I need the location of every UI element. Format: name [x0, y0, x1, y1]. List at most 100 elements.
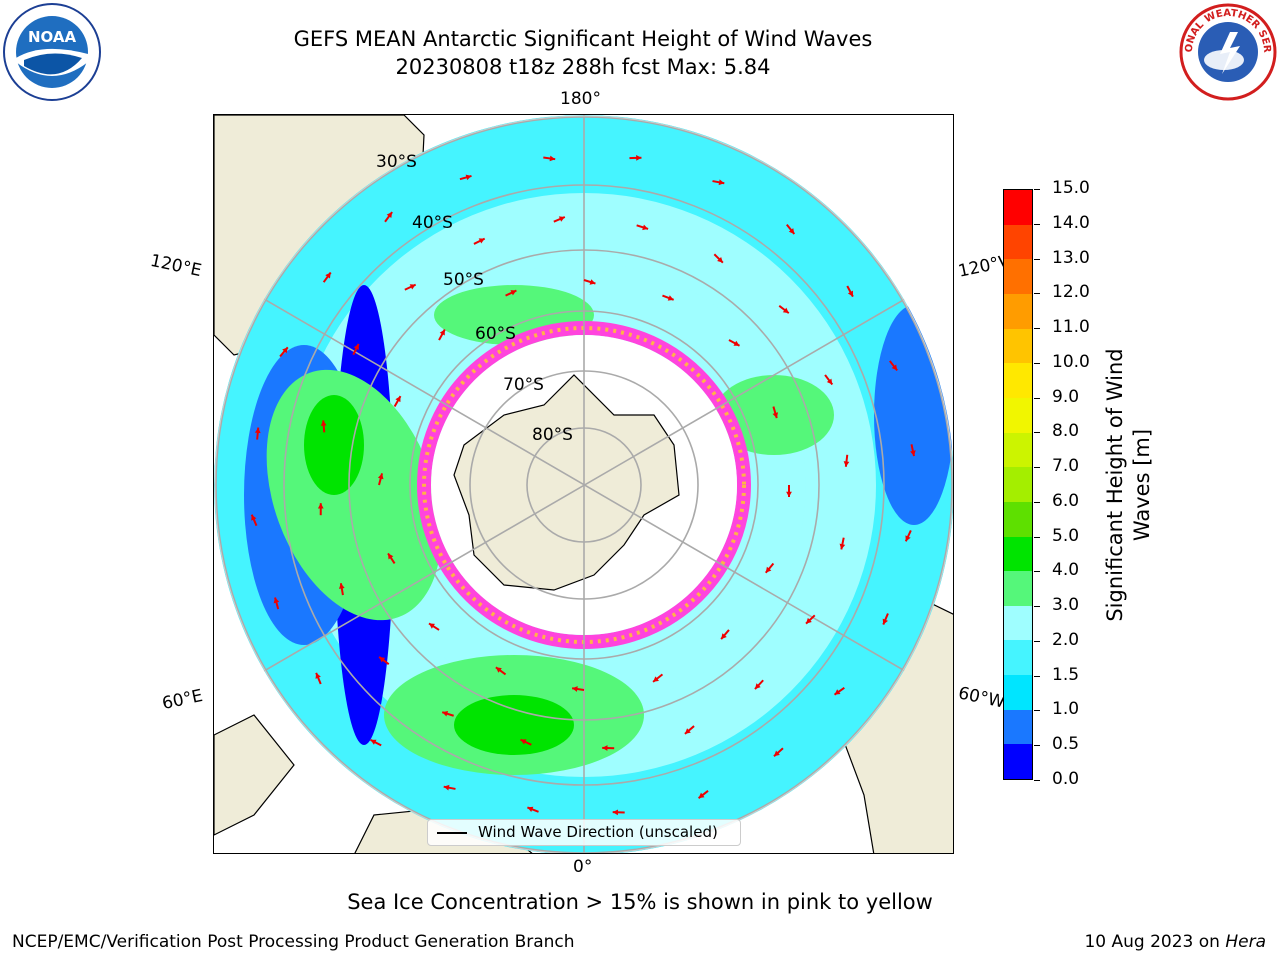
wind-arrow-head [254, 427, 261, 434]
lon-label-60e: 60°E [160, 685, 205, 715]
wind-arrow-head [465, 174, 472, 181]
colorbar-tick [1034, 258, 1040, 260]
colorbar-segment [1004, 432, 1032, 468]
wind-arrow-head [589, 279, 596, 285]
wind-arrow-head [826, 378, 833, 385]
lon-label-0: 0° [573, 857, 593, 877]
wind-arrow-head [370, 739, 377, 745]
colorbar-tick [1034, 397, 1040, 399]
wind-arrow-head [667, 295, 674, 301]
colorbar-tick-label: 0.0 [1052, 769, 1080, 789]
colorbar-tick-label: 1.0 [1052, 699, 1080, 720]
colorbar-tick [1034, 223, 1040, 225]
colorbar-segment [1004, 328, 1032, 364]
wind-arrow-head [282, 347, 288, 354]
colorbar-segment [1004, 190, 1032, 225]
wind-arrow-head [786, 491, 792, 497]
wind-arrow-head [251, 514, 257, 521]
wind-arrow-head [442, 710, 449, 717]
colorbar-tick [1034, 780, 1040, 781]
colorbar-tick [1034, 501, 1040, 503]
wind-arrow-head [395, 396, 401, 403]
landmass [214, 714, 295, 836]
wind-arrow-head [273, 597, 280, 604]
colorbar-tick [1034, 362, 1040, 364]
colorbar-segment [1004, 640, 1032, 676]
colorbar-tick [1034, 293, 1040, 295]
wind-arrow-head [684, 728, 691, 734]
legend-label: Wind Wave Direction (unscaled) [478, 823, 718, 841]
colorbar-segment [1004, 605, 1032, 641]
colorbar-segment [1004, 224, 1032, 260]
colorbar-tick-label: 9.0 [1052, 386, 1080, 407]
sea-ice-footnote: Sea Ice Concentration > 15% is shown in … [347, 890, 933, 914]
colorbar-tick [1034, 571, 1040, 573]
wind-arrow-head [409, 284, 416, 290]
colorbar-tick [1034, 536, 1040, 538]
wind-arrow-head [388, 553, 394, 560]
colorbar-tick-label: 11.0 [1052, 317, 1090, 338]
lat-label-60s: 60°S [475, 324, 516, 344]
wind-arrow-head [527, 806, 534, 813]
credit-date-text: 10 Aug 2023 on [1084, 932, 1220, 952]
colorbar-segment [1004, 467, 1032, 502]
map-canvas [214, 115, 953, 853]
wind-arrow-head [317, 503, 324, 509]
legend-line-sample [437, 832, 467, 834]
wind-arrow-head [754, 683, 761, 690]
lat-label-80s: 80°S [532, 425, 573, 445]
wind-arrow-head [379, 656, 386, 663]
wind-arrow-head [602, 745, 608, 751]
colorbar-tick-label: 2.0 [1052, 629, 1080, 650]
colorbar-segment [1004, 675, 1032, 710]
wind-arrow-head [443, 784, 450, 791]
wind-arrow-head [905, 535, 911, 542]
colorbar-tick [1034, 328, 1040, 330]
colorbar-tick [1034, 606, 1040, 608]
colorbar-segment [1004, 744, 1032, 779]
colorbar-tick [1034, 189, 1040, 190]
colorbar-tick-label: 0.5 [1052, 734, 1080, 755]
wind-arrow-head [788, 228, 795, 235]
credit-host: Hera [1225, 932, 1266, 952]
wind-arrow-head [520, 739, 527, 745]
colorbar-tick-label: 4.0 [1052, 560, 1080, 581]
wind-arrow-head [386, 212, 393, 218]
lat-label-40s: 40°S [412, 213, 453, 233]
wind-arrow-head [636, 155, 642, 161]
colorbar-segment [1004, 501, 1032, 537]
wind-arrow-head [891, 364, 898, 371]
chart-title: GEFS MEAN Antarctic Significant Height o… [293, 27, 873, 51]
wind-arrow-head [572, 686, 578, 692]
wind-arrow-head [782, 307, 789, 314]
wind-arrow-head [642, 224, 649, 231]
wind-arrow-head [806, 617, 812, 624]
wind-arrow-head [478, 238, 485, 244]
wind-arrow-head [377, 473, 384, 480]
colorbar-tick [1034, 640, 1040, 642]
chart-subtitle: 20230808 t18z 288h fcst Max: 5.84 [395, 55, 771, 79]
wind-arrow-head [558, 216, 565, 222]
wind-arrow-head [772, 412, 779, 419]
wind-arrow-head [847, 290, 853, 297]
wind-arrow-head [773, 750, 780, 757]
colorbar-tick-label: 10.0 [1052, 351, 1090, 372]
colorbar-segment [1004, 363, 1032, 398]
credit-date: 10 Aug 2023 on Hera [1084, 932, 1266, 952]
wind-arrow-head [549, 155, 556, 162]
colorbar-segment [1004, 397, 1032, 433]
colorbar-tick [1034, 432, 1040, 434]
wind-arrow-head [834, 689, 841, 695]
wind-arrow-head [910, 450, 916, 457]
nws-logo-icon: NATIONAL WEATHER SERVICE [1178, 2, 1277, 101]
colorbar-tick-label: 12.0 [1052, 282, 1090, 303]
colorbar-segment [1004, 571, 1032, 606]
colorbar-tick [1034, 467, 1040, 469]
lat-label-70s: 70°S [503, 375, 544, 395]
colorbar-segment [1004, 536, 1032, 572]
colorbar-tick-label: 15.0 [1052, 178, 1090, 198]
wind-arrow-head [439, 329, 445, 336]
lon-label-60w: 60°W [956, 683, 1007, 713]
wind-arrow-head [721, 633, 727, 640]
wind-arrow-head [733, 340, 740, 346]
